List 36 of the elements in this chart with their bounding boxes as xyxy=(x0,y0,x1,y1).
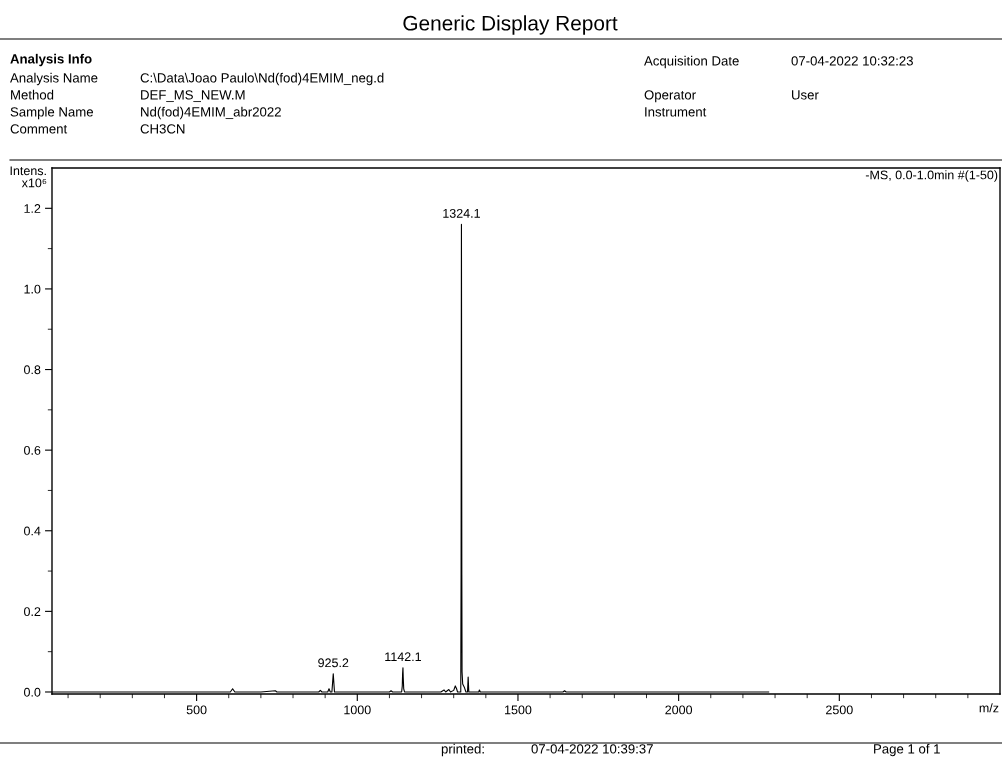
y-tick-label: 0.4 xyxy=(24,526,41,536)
x-tick-label: 2000 xyxy=(665,705,693,715)
y-tick-label: 0.0 xyxy=(24,687,41,697)
text: Operator xyxy=(644,90,696,103)
x-tick-label: 2500 xyxy=(826,705,853,715)
y-tick-label: 1.0 xyxy=(24,284,41,294)
chart-subtitle: -MS, 0.0-1.0min #(1-50) xyxy=(865,170,998,182)
text: Nd(fod)4EMIM_abr2022 xyxy=(141,106,281,120)
text: C:\Data\Joao Paulo\Nd(fod)4EMIM_neg.d xyxy=(140,72,384,86)
x-axis-title: m/z xyxy=(979,703,999,713)
text: Analysis Name xyxy=(10,72,98,86)
text: 07-04-2022 10:39:37 xyxy=(531,744,653,754)
text: User xyxy=(792,90,819,100)
x-tick-label: 500 xyxy=(186,705,207,715)
text: Page 1 of 1 xyxy=(874,743,940,757)
y-tick-label: 0.6 xyxy=(24,445,41,455)
text: Acquisition Date xyxy=(644,55,739,69)
annotation: 1324.1 xyxy=(443,208,480,218)
annotation: 1142.1 xyxy=(385,652,421,662)
text: DEF_MS_NEW.M xyxy=(141,90,245,103)
x-tick-label: 1000 xyxy=(344,705,371,715)
text: CH3CN xyxy=(140,124,185,134)
y-tick-label: 1.2 xyxy=(24,204,41,213)
text: 07-04-2022 10:32:23 xyxy=(791,56,913,66)
text: Method xyxy=(11,89,54,100)
y-axis-title: Intens. x10⁶ xyxy=(10,166,47,188)
text: Analysis Info xyxy=(10,53,92,67)
y-tick-label: 0.2 xyxy=(24,607,41,617)
y-tick-label: 0.8 xyxy=(24,365,41,375)
chart-title: Generic Display Report xyxy=(403,15,618,35)
x-tick-label: 1500 xyxy=(505,705,532,715)
text: Instrument xyxy=(645,107,707,117)
text: Comment xyxy=(10,124,68,134)
text: Sample Name xyxy=(10,106,94,120)
text: printed: xyxy=(441,743,484,757)
annotation: 925.2 xyxy=(318,658,349,668)
